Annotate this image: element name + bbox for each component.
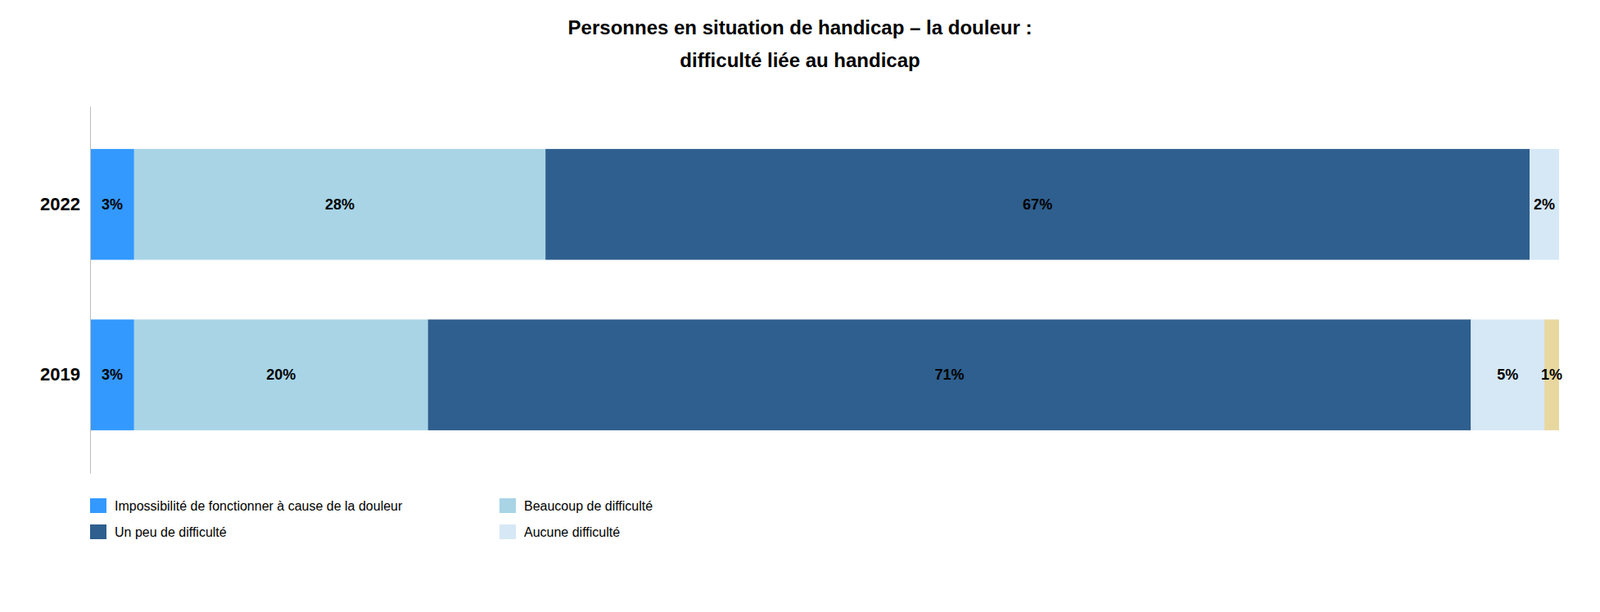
bar-segment — [90, 319, 135, 430]
legend-label: Un peu de difficulté — [114, 525, 227, 540]
legend-swatch — [499, 524, 516, 540]
bars — [90, 149, 1560, 431]
data-labels: 3% 28% 67% 2% 3% 20% 71% 5% 1% — [101, 196, 1563, 384]
title-line: Personnes en situation de handicap – la … — [568, 16, 1033, 39]
bar-segment — [134, 149, 546, 260]
legend-item: Impossibilité de fonctionner à cause de … — [90, 498, 403, 514]
bar-segment — [1529, 149, 1560, 260]
legend-item: Aucune difficulté — [499, 524, 620, 540]
legend-item: Beaucoup de difficulté — [499, 498, 653, 514]
data-label: 1% — [1541, 366, 1563, 384]
data-label: 5% — [1496, 366, 1519, 384]
data-label: 71% — [934, 366, 964, 384]
legend-swatch — [90, 498, 107, 514]
legend-label: Aucune difficulté — [524, 525, 620, 540]
y-axis: 2022 2019 — [40, 107, 91, 475]
data-label: 2% — [1533, 196, 1555, 213]
chart: Personnes en situation de handicap – la … — [0, 0, 1600, 612]
legend-item: Un peu de difficulté — [90, 524, 227, 540]
legend-swatch — [90, 524, 107, 540]
bar-segment — [134, 319, 429, 430]
data-label: 67% — [1022, 196, 1053, 213]
title-line: difficulté liée au handicap — [679, 49, 920, 72]
y-axis-line — [90, 107, 91, 475]
bar-segment — [1470, 319, 1545, 430]
bar-segment — [428, 319, 1472, 430]
title: Personnes en situation de handicap – la … — [568, 16, 1033, 72]
y-tick: 2019 — [40, 364, 91, 385]
data-label: 3% — [101, 366, 123, 384]
legend-swatch — [499, 498, 516, 514]
bar-segment — [545, 149, 1530, 260]
legend-label: Impossibilité de fonctionner à cause de … — [114, 499, 403, 514]
y-tick-label: 2019 — [40, 364, 81, 385]
legend-label: Beaucoup de difficulté — [524, 499, 653, 514]
data-label: 3% — [101, 196, 123, 213]
legend: Impossibilité de fonctionner à cause de … — [90, 498, 653, 540]
bar-segment — [90, 149, 135, 260]
y-tick-label: 2022 — [40, 194, 81, 215]
data-label: 28% — [325, 196, 355, 213]
data-label: 20% — [266, 366, 296, 384]
y-tick: 2022 — [40, 194, 91, 215]
